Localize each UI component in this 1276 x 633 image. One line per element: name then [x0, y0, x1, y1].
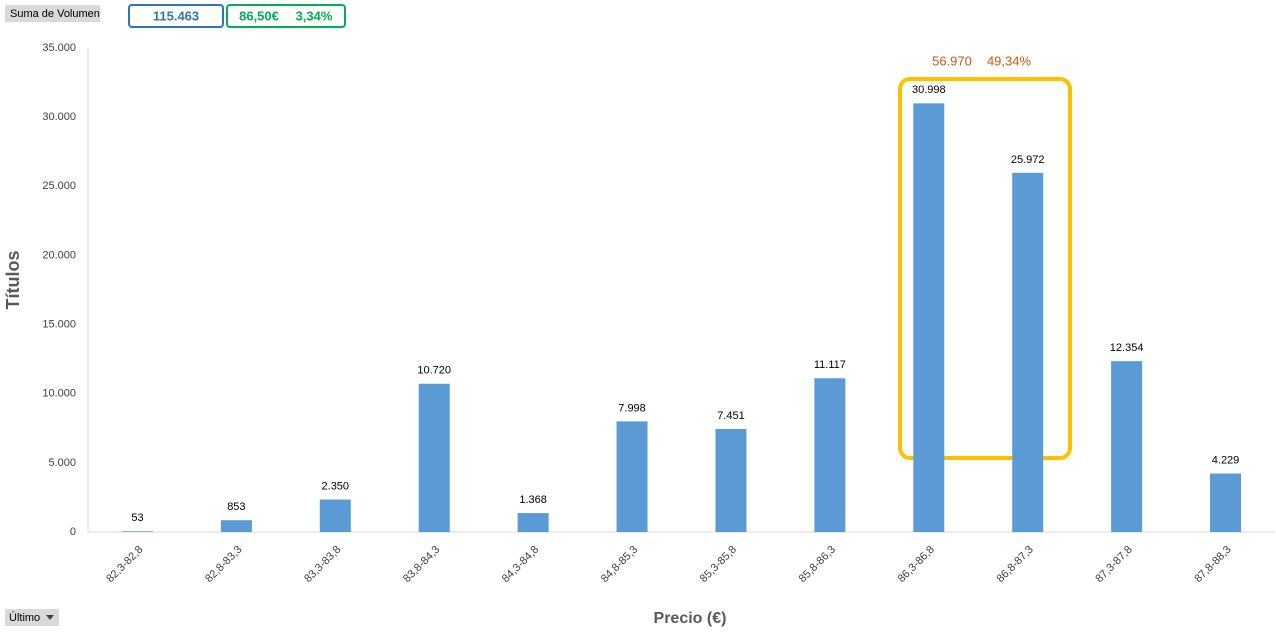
x-tick-label: 83,8-84,3	[401, 544, 442, 585]
x-tick-label: 85,3-85,8	[698, 544, 739, 585]
bar	[715, 428, 747, 532]
dropdown-arrow[interactable]	[46, 615, 54, 620]
y-tick-label: 10.000	[42, 388, 76, 400]
field-button-bg[interactable]	[5, 5, 100, 22]
highlight-box	[898, 77, 1072, 460]
value-label: 53	[131, 512, 143, 524]
value-label: 10.720	[417, 365, 451, 377]
highlight-share: 49,34%	[987, 53, 1032, 68]
summary-box	[128, 4, 224, 28]
x-tick-label: 82,3-82,8	[104, 544, 145, 585]
x-tick-label: 82,8-83,3	[203, 544, 244, 585]
bar	[616, 421, 648, 532]
x-tick-label: 83,3-83,8	[302, 544, 343, 585]
y-tick-label: 25.000	[42, 180, 76, 192]
bar	[517, 513, 549, 532]
bar	[1012, 172, 1044, 532]
bar	[913, 103, 945, 532]
x-tick-label: 84,3-84,8	[500, 544, 541, 585]
x-tick-label: 87,3-87,8	[1093, 544, 1134, 585]
field-button[interactable]: Suma de Volumen	[10, 8, 100, 20]
summary-price: 86,50€	[239, 8, 279, 23]
x-tick-label: 87,8-88,3	[1192, 544, 1233, 585]
value-label: 4.229	[1212, 454, 1240, 466]
value-label: 7.998	[618, 402, 646, 414]
value-label: 12.354	[1110, 342, 1144, 354]
y-tick-label: 35.000	[42, 42, 76, 54]
bar	[418, 383, 450, 532]
x-tick-label: 84,8-85,3	[599, 544, 640, 585]
summary-change: 3,34%	[296, 8, 333, 23]
y-tick-label: 30.000	[42, 111, 76, 123]
y-tick-label: 15.000	[42, 318, 76, 330]
value-label: 7.451	[717, 410, 745, 422]
bar	[121, 531, 153, 532]
y-tick-label: 0	[70, 526, 76, 538]
y-tick-label: 5.000	[48, 457, 76, 469]
bar	[814, 378, 846, 532]
filter-button-bg[interactable]	[5, 609, 59, 626]
value-label: 2.350	[322, 480, 350, 492]
value-label: 1.368	[519, 494, 547, 506]
value-label: 25.972	[1011, 154, 1045, 166]
value-label: 853	[227, 501, 245, 513]
summary-box	[226, 4, 346, 28]
bar	[220, 520, 252, 532]
x-tick-label: 86,8-87,3	[995, 544, 1036, 585]
bar	[1111, 361, 1143, 532]
highlight-sum: 56.970	[932, 53, 972, 68]
x-tick-label: 86,3-86,8	[896, 544, 937, 585]
value-label: 30.998	[912, 84, 946, 96]
summary-total: 115.463	[153, 8, 199, 23]
y-axis-title: Títulos	[3, 251, 23, 310]
bar	[1210, 473, 1242, 532]
x-tick-label: 85,8-86,3	[797, 544, 838, 585]
bar	[319, 499, 351, 532]
x-axis-title: Precio (€)	[654, 610, 727, 627]
filter-button[interactable]: Último	[9, 611, 40, 624]
y-tick-label: 20.000	[42, 249, 76, 261]
value-label: 11.117	[814, 359, 846, 371]
